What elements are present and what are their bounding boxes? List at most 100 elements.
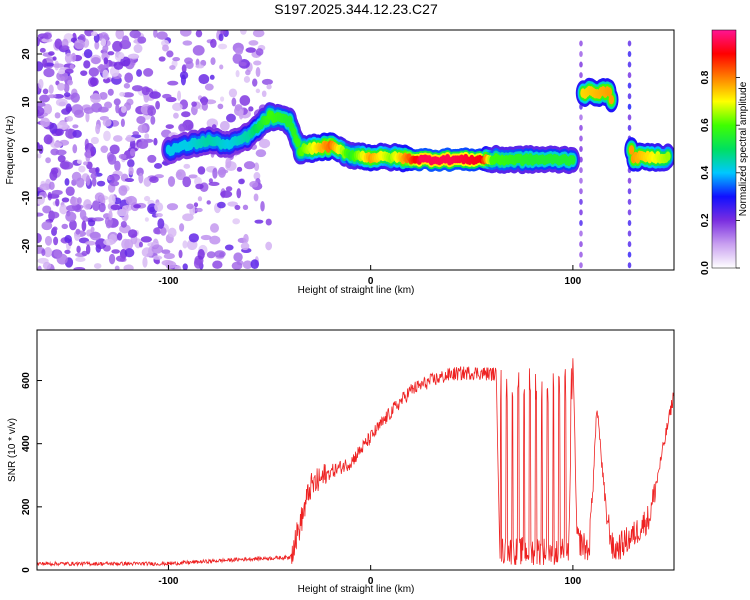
noise-blob [47, 94, 57, 99]
noise-blob [39, 183, 52, 191]
colorbar-label: Normalized spectral amplitude [738, 81, 749, 216]
noise-blob [129, 148, 136, 157]
noise-blob [115, 103, 120, 114]
noise-blob [69, 63, 75, 70]
noise-blob [76, 159, 83, 164]
noise-blob [104, 101, 113, 109]
heatmap-x-tick-label: -100 [158, 276, 178, 287]
noise-blob [108, 194, 116, 206]
noise-blob [252, 78, 258, 87]
colorbar-tick-label: 0.8 [700, 70, 711, 84]
noise-blob [90, 93, 102, 104]
noise-blob [167, 227, 177, 238]
noise-blob [239, 95, 251, 106]
noise-blob [627, 198, 632, 205]
noise-blob [579, 114, 583, 121]
noise-blob [627, 40, 632, 47]
noise-blob [234, 47, 244, 55]
noise-blob [238, 61, 247, 67]
noise-blob [206, 251, 216, 259]
noise-blob [231, 261, 243, 270]
noise-blob [44, 235, 53, 246]
noise-blob [183, 163, 191, 169]
noise-blob [89, 231, 101, 241]
noise-blob [248, 40, 259, 46]
snr-series-line [37, 358, 674, 568]
noise-blob [258, 138, 271, 149]
noise-blob [212, 167, 218, 179]
noise-blob [232, 218, 241, 225]
snr-x-tick-label: 100 [565, 576, 582, 587]
noise-blob [220, 96, 225, 102]
noise-blob [90, 173, 97, 179]
noise-blob [85, 240, 96, 246]
noise-blob [91, 177, 97, 187]
heatmap-y-ticks: -20 -10 0 10 20 [21, 48, 42, 253]
snr-y-tick-label: 0 [21, 567, 32, 573]
noise-blob [255, 149, 267, 158]
noise-blob [147, 106, 157, 117]
noise-blob [42, 32, 52, 40]
snr-y-axis-label: SNR (10 * v/v) [7, 418, 18, 482]
snr-y-ticks: 0 200 400 600 [21, 372, 42, 573]
noise-blob [63, 82, 70, 93]
noise-blob [579, 51, 583, 57]
noise-blob [197, 249, 205, 260]
noise-blob [61, 197, 70, 203]
noise-blob [92, 200, 101, 212]
noise-blob [140, 236, 153, 243]
heatmap-y-tick-label: -10 [21, 190, 32, 205]
noise-blob [195, 183, 204, 190]
colorbar-ticks: 0.0 0.2 0.4 0.6 0.8 [700, 70, 740, 275]
noise-blob [217, 201, 226, 209]
noise-blob [238, 178, 245, 185]
noise-blob [627, 51, 632, 57]
noise-blob [83, 161, 88, 166]
noise-blob [40, 117, 51, 128]
noise-blob [182, 263, 188, 270]
noise-blob [195, 207, 203, 213]
noise-blob [114, 160, 121, 172]
noise-blob [579, 177, 583, 184]
noise-blob [69, 196, 80, 206]
noise-blob [99, 92, 108, 100]
noise-blob [236, 188, 242, 199]
noise-blob [180, 30, 192, 37]
noise-blob [236, 166, 243, 172]
noise-blob [161, 39, 169, 47]
noise-blob [133, 204, 141, 209]
noise-blob [182, 176, 192, 188]
noise-blob [161, 259, 174, 266]
noise-blob [129, 139, 136, 150]
colorbar-tick-label: 0.6 [700, 118, 711, 132]
noise-blob [197, 166, 206, 175]
noise-blob [627, 93, 632, 100]
noise-blob [208, 181, 220, 187]
ridge-blob [295, 137, 301, 148]
noise-blob [627, 82, 632, 89]
noise-blob [166, 50, 174, 58]
noise-blob [122, 92, 134, 98]
noise-blob [167, 176, 176, 187]
noise-blob [579, 262, 583, 269]
noise-blob [235, 69, 240, 78]
noise-blob [42, 88, 49, 95]
noise-blob [154, 202, 164, 212]
noise-blob [217, 43, 228, 50]
noise-blob [48, 181, 55, 190]
noise-blob [42, 205, 52, 214]
noise-blob [61, 45, 70, 51]
noise-blob [174, 265, 182, 270]
noise-blob [115, 30, 125, 40]
noise-blob [579, 241, 583, 248]
heatmap-y-tick-label: 20 [21, 48, 32, 60]
noise-blob [43, 67, 55, 78]
noise-blob [115, 255, 126, 262]
noise-blob [80, 70, 88, 76]
noise-blob [255, 88, 261, 94]
noise-blob [627, 241, 632, 248]
noise-blob [67, 79, 73, 86]
noise-blob [160, 227, 167, 236]
noise-blob [209, 223, 220, 233]
noise-blob [240, 242, 250, 251]
